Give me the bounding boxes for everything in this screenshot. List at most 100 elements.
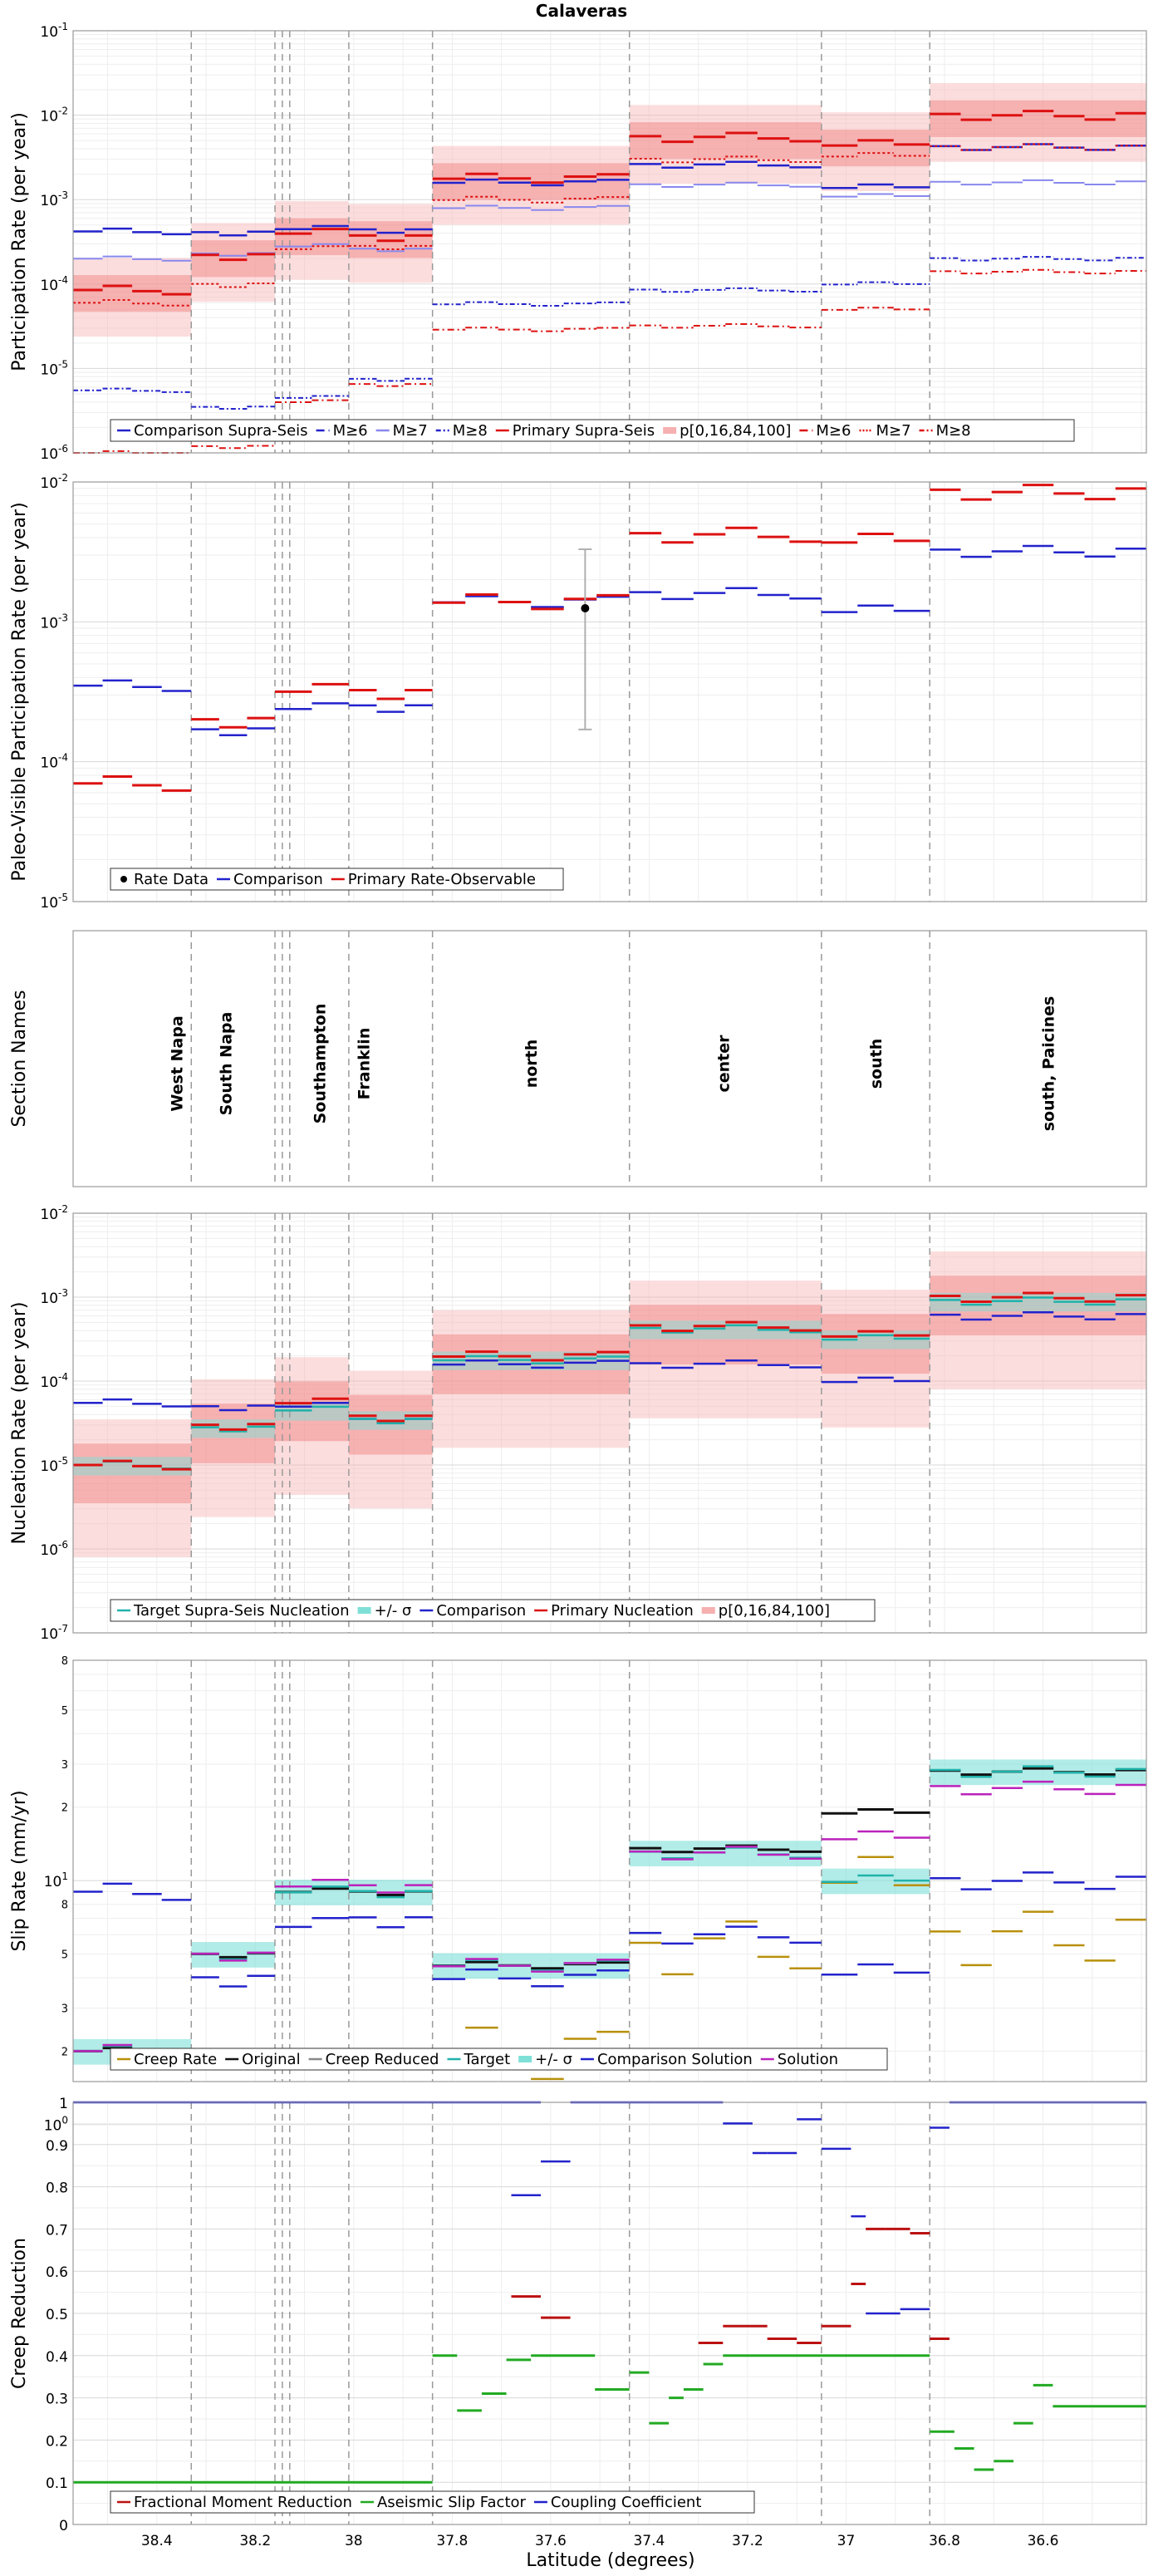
slip-y-tick-label: 101 [44,1871,68,1890]
participation-legend-item: M≥7 [375,422,428,440]
paleo-series-primary-rate-observable [73,484,1146,792]
slip-frame [72,1659,1147,2082]
participation-band-inner [821,129,930,167]
creep-legend-item: Coupling Coefficient [533,2494,701,2511]
section-name-label: south [867,1039,886,1089]
creep-y-tick-label: 0.7 [46,2222,68,2239]
slip-y-axis-label: Slip Rate (mm/yr) [9,1790,30,1951]
participation-legend-item: M≥8 [435,422,488,440]
participation-band-outer [274,201,349,280]
legend-label: Original [242,2051,300,2068]
nucleation-band-outer [73,1419,192,1557]
legend-label: Solution [778,2051,838,2068]
nucleation-legend-item: Comparison [420,1602,526,1620]
legend-label: Creep Rate [134,2051,217,2068]
paleo-y-tick-label: 10-3 [40,612,68,632]
legend-label: M≥7 [876,422,910,440]
participation-legend-item: M≥8 [919,422,971,440]
legend-label: M≥6 [333,422,368,440]
legend-label: M≥8 [936,422,971,440]
participation-y-axis-label: Participation Rate (per year) [9,112,30,371]
creep-y-tick-label: 0.5 [46,2307,68,2323]
legend-label: Primary Nucleation [551,1602,694,1620]
section-name-label: center [714,1035,733,1093]
section-name-label: Franklin [356,1028,374,1100]
paleo-y-axis-label: Paleo-Visible Participation Rate (per ye… [9,502,30,881]
slip-legend-item: Target [447,2051,510,2068]
participation-y-tick-label: 10-5 [40,358,68,378]
paleo-y-tick-label: 10-5 [40,892,68,912]
section-name-label: West Napa [168,1015,186,1111]
slip-legend-item: +/- σ [518,2051,572,2068]
creep-y-tick-label: 0.9 [46,2138,68,2155]
sections-frame [72,930,1147,1187]
rate-data-point [581,604,590,613]
creep-y-tick-label: 0.4 [46,2349,68,2366]
legend-label: Fractional Moment Reduction [134,2494,352,2511]
creep-legend-item: Aseismic Slip Factor [360,2494,527,2511]
participation-y-tick-label: 10-1 [40,21,68,41]
nucleation-y-tick-label: 10-5 [40,1455,68,1475]
creep-y-tick-label: 0.1 [46,2475,68,2492]
nucleation-band-outer [629,1281,822,1418]
participation-series-primary-m-7 [73,143,1146,307]
paleo-series-comparison [73,544,1146,736]
nucleation-band-outer [274,1357,349,1496]
slip-minor-tick-label: 3 [61,1759,68,1772]
participation-legend-item: Comparison Supra-Seis [117,422,308,440]
creep-y-tick-label: 0.6 [46,2264,68,2281]
slip-minor-tick-label: 5 [61,1705,68,1718]
participation-legend-item: p[0,16,84,100] [663,422,791,440]
participation-legend-box [110,419,1075,442]
creep-series-fractional-moment-reduction [511,2227,950,2345]
participation-y-tick-label: 10-2 [40,106,68,125]
sections-y-axis-label: Section Names [9,990,30,1127]
section-name-label: south, Paicines [1039,996,1057,1132]
slip-minor-tick-label: 8 [61,1655,68,1668]
nucleation-y-tick-label: 10-3 [40,1287,68,1307]
participation-band-outer [821,112,930,192]
x-tick-label: 38.2 [239,2533,271,2549]
participation-legend-item: M≥7 [859,422,911,440]
participation-series-primary-m-8 [73,268,1146,454]
slip-minor-tick-label: 2 [61,1802,68,1815]
slip-legend-box [110,2048,888,2071]
paleo-y-tick-label: 10-4 [40,752,68,772]
creep-y-tick-label: 0.2 [46,2433,68,2450]
participation-y-tick-label: 10-6 [40,443,68,463]
legend-marker [120,876,127,882]
x-tick-label: 37.6 [535,2533,567,2549]
creep-legend-box [110,2490,755,2514]
creep-y-tick-label: 0.8 [46,2180,68,2197]
legend-label: M≥8 [453,422,488,440]
nucleation-y-axis-label: Nucleation Rate (per year) [9,1302,30,1545]
slip-legend-item: Solution [760,2051,838,2068]
legend-label: M≥6 [816,422,851,440]
creep-y-tick-label: 0.3 [46,2392,68,2408]
paleo-legend-item: Comparison [216,871,323,888]
participation-series-comparison-m-8 [73,256,1146,410]
legend-label: Comparison [436,1602,526,1620]
slip-series-solution [73,1780,1146,2058]
nucleation-target-sigma [930,1292,1146,1312]
nucleation-band-outer [432,1310,630,1448]
nucleation-legend-box [110,1599,876,1622]
creep-series-aseismic-slip-factor [73,2354,1146,2484]
nucleation-band-outer [821,1290,930,1428]
legend-label: Comparison Solution [597,2051,753,2068]
slip-minor-tick-label: 2 [61,2046,68,2058]
x-tick-label: 37.4 [633,2533,665,2549]
x-tick-label: 37.8 [436,2533,468,2549]
participation-y-tick-label: 10-3 [40,189,68,209]
nucleation-y-tick-label: 10-2 [40,1203,68,1223]
slip-legend-item: Creep Rate [117,2051,217,2068]
chart-panels: 10-6 10-5 10-4 10-3 10-2 10-1 Participation Ra… [9,21,1147,2549]
nucleation-y-tick-label: 10-7 [40,1623,68,1643]
participation-band-outer [629,105,822,184]
paleo-y-tick-label: 10-2 [40,472,68,492]
legend-label: Coupling Coefficient [551,2494,701,2511]
participation-y-tick-label: 10-4 [40,274,68,294]
slip-minor-tick-label: 8 [61,1900,68,1912]
nucleation-y-tick-label: 10-4 [40,1371,68,1391]
